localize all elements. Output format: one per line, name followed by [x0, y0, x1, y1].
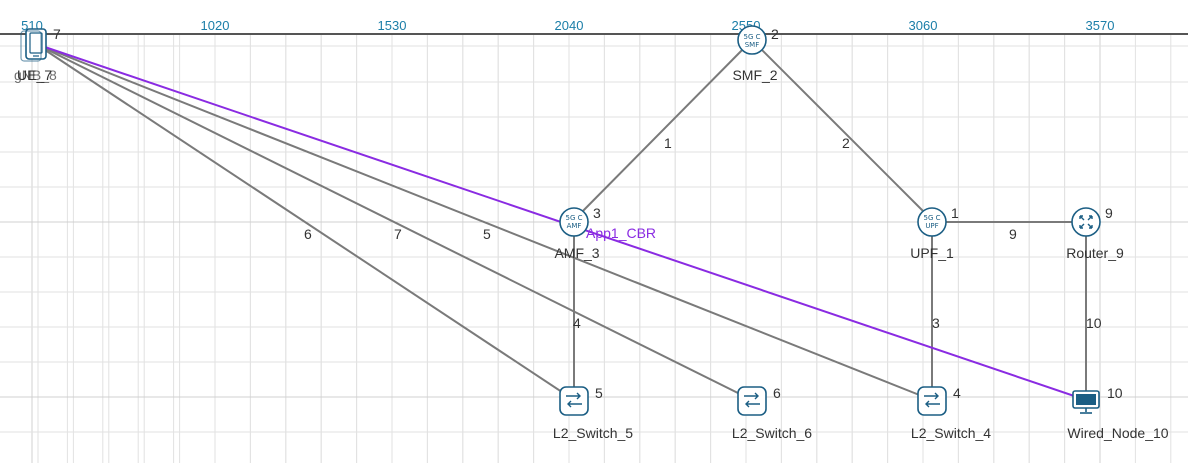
icon-text: SMF — [745, 41, 760, 49]
monitor-icon — [1072, 390, 1100, 414]
node-l2-switch-6[interactable]: 6 L2_Switch_6 — [732, 385, 812, 441]
ruler-tick-label: 1530 — [378, 18, 407, 33]
node-wired-node-10[interactable]: 10 Wired_Node_10 — [1067, 385, 1168, 441]
link-label: 4 — [573, 315, 581, 331]
node-id: 7 — [53, 26, 61, 42]
node-label: L2_Switch_4 — [911, 425, 991, 441]
link-labels: 1 2 3 4 5 6 7 9 10 — [304, 135, 1102, 331]
link-label: 2 — [842, 135, 850, 151]
link-6[interactable] — [35, 43, 575, 401]
link-label: 6 — [304, 226, 312, 242]
node-ue[interactable]: 7 gNB_8 UE_7 — [14, 26, 61, 83]
node-label: SMF_2 — [732, 67, 777, 83]
5g-core-icon: 5G C AMF — [559, 207, 589, 237]
5g-core-icon: 5G C SMF — [737, 25, 767, 55]
node-id: 9 — [1105, 205, 1113, 221]
node-upf[interactable]: 5G C UPF 1 UPF_1 — [910, 205, 959, 261]
icon-text: 5G C — [924, 214, 941, 222]
grid — [0, 35, 1188, 463]
icon-text: AMF — [567, 222, 582, 230]
link-2[interactable] — [751, 39, 933, 221]
ruler-tick-label: 2040 — [555, 18, 584, 33]
switch-icon — [917, 386, 947, 416]
link-label: 10 — [1086, 315, 1102, 331]
link-7[interactable] — [35, 43, 753, 401]
node-id: 3 — [593, 205, 601, 221]
link-label: 7 — [394, 226, 402, 242]
node-id: 2 — [771, 26, 779, 42]
node-id: 10 — [1107, 385, 1123, 401]
ruler: 510 1020 1530 2040 2550 3060 3570 — [21, 18, 1114, 33]
node-id: 6 — [773, 385, 781, 401]
node-id: 1 — [951, 205, 959, 221]
node-label: UPF_1 — [910, 245, 954, 261]
ruler-tick-label: 3570 — [1086, 18, 1115, 33]
icon-text: UPF — [925, 222, 938, 230]
node-label: L2_Switch_5 — [553, 425, 633, 441]
link-1[interactable] — [573, 39, 753, 221]
application-label[interactable]: App1_CBR — [586, 225, 656, 241]
link-5[interactable] — [35, 43, 933, 401]
node-id: 5 — [595, 385, 603, 401]
node-label: Wired_Node_10 — [1067, 425, 1168, 441]
node-label: UE_7 — [17, 67, 52, 83]
link-label: 3 — [932, 315, 940, 331]
link-label: 5 — [483, 226, 491, 242]
link-label: 1 — [664, 135, 672, 151]
node-label: L2_Switch_6 — [732, 425, 812, 441]
node-label-overlap: gNB_8 — [14, 67, 57, 83]
link-label: 9 — [1009, 226, 1017, 242]
node-id: 4 — [953, 385, 961, 401]
phone-icon — [20, 28, 47, 62]
5g-core-icon: 5G C UPF — [917, 207, 947, 237]
ruler-tick-label: 1020 — [201, 18, 230, 33]
node-l2-switch-4[interactable]: 4 L2_Switch_4 — [911, 385, 991, 441]
icon-text: 5G C — [566, 214, 583, 222]
node-amf[interactable]: 5G C AMF 3 AMF_3 — [554, 205, 601, 261]
node-label: Router_9 — [1066, 245, 1124, 261]
router-icon — [1071, 207, 1101, 237]
node-label: AMF_3 — [554, 245, 599, 261]
switch-icon — [737, 386, 767, 416]
node-smf[interactable]: 5G C SMF 2 SMF_2 — [732, 25, 779, 83]
node-router[interactable]: 9 Router_9 — [1066, 205, 1124, 261]
ruler-tick-label: 3060 — [909, 18, 938, 33]
node-l2-switch-5[interactable]: 5 L2_Switch_5 — [553, 385, 633, 441]
icon-text: 5G C — [744, 33, 761, 41]
switch-icon — [559, 386, 589, 416]
